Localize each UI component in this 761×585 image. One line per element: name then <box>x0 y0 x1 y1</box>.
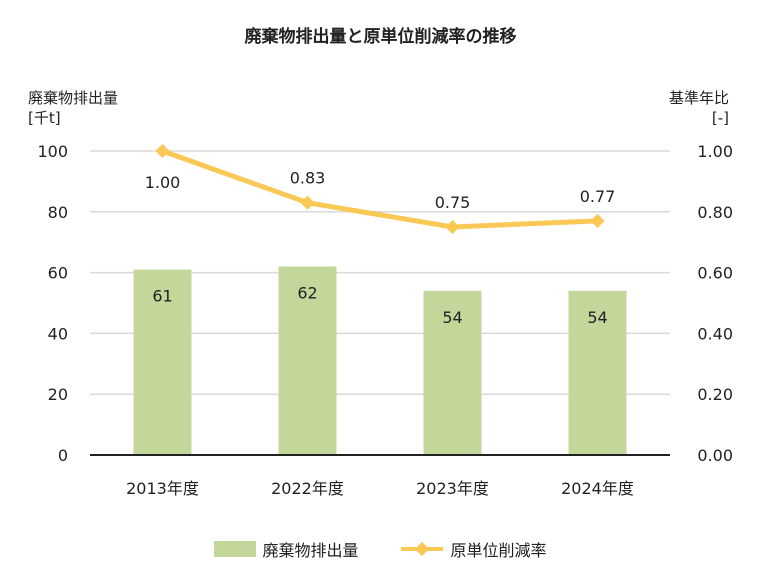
legend-item-line: 原単位削減率 <box>399 537 547 561</box>
bar-data-label: 54 <box>587 308 607 327</box>
right-axis-label: 基準年比 [-] <box>669 88 729 128</box>
right-axis-label-name: 基準年比 <box>668 89 729 107</box>
line-data-label: 0.77 <box>580 187 616 206</box>
legend-line-label: 原単位削減率 <box>450 541 547 560</box>
legend-line-swatch <box>400 541 443 557</box>
category-label: 2022年度 <box>271 479 344 498</box>
line-marker <box>445 219 460 235</box>
right-tick-label: 0.20 <box>697 385 733 404</box>
left-tick-label: 60 <box>48 264 68 283</box>
bar <box>278 266 337 455</box>
left-tick-label: 0 <box>58 446 68 465</box>
chart-title: 廃棄物排出量と原単位削減率の推移 <box>244 27 517 47</box>
bar-data-label: 62 <box>297 284 317 303</box>
right-tick-label: 0.60 <box>697 264 733 283</box>
bar <box>423 290 482 455</box>
right-tick-label: 0.00 <box>697 446 733 465</box>
bar <box>568 290 627 455</box>
legend-bar-label: 廃棄物排出量 <box>262 541 359 560</box>
left-tick-label: 100 <box>37 142 68 161</box>
left-tick-label: 80 <box>48 203 68 222</box>
left-tick-label: 20 <box>48 385 68 404</box>
category-label: 2023年度 <box>416 479 489 498</box>
legend: 廃棄物排出量 原単位削減率 <box>0 537 761 561</box>
legend-item-bar: 廃棄物排出量 <box>214 537 359 561</box>
category-label: 2013年度 <box>126 479 199 498</box>
left-axis-label-name: 廃棄物排出量 <box>28 89 119 107</box>
line-marker <box>590 213 605 228</box>
right-axis-label-unit: [-] <box>711 109 729 127</box>
right-tick-label: 1.00 <box>697 142 733 161</box>
line-data-label: 1.00 <box>145 173 181 192</box>
line-series <box>161 148 598 230</box>
bar-data-label: 54 <box>442 308 462 327</box>
bar-data-label: 61 <box>152 287 172 306</box>
right-tick-label: 0.80 <box>697 203 733 222</box>
bar <box>133 269 192 455</box>
left-tick-label: 40 <box>48 324 68 343</box>
line-marker <box>300 195 315 210</box>
left-axis-label-unit: [千t] <box>28 109 61 127</box>
legend-bar-swatch <box>214 541 257 557</box>
left-axis-label: 廃棄物排出量 [千t] <box>28 88 118 128</box>
right-tick-label: 0.40 <box>697 324 733 343</box>
line-data-label: 0.83 <box>290 169 326 188</box>
line-marker <box>155 143 170 159</box>
line-data-label: 0.75 <box>435 193 471 212</box>
category-label: 2024年度 <box>561 479 634 498</box>
